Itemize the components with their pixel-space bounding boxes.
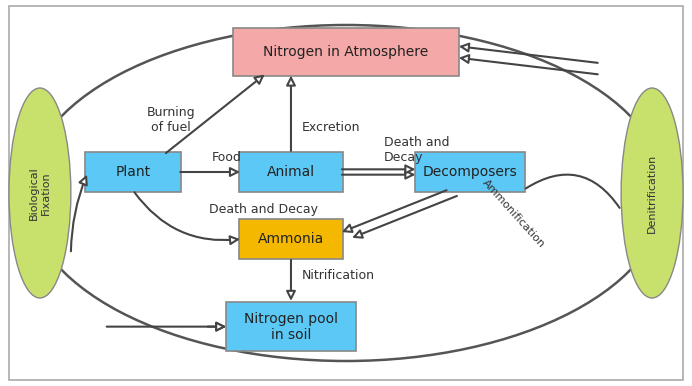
FancyBboxPatch shape bbox=[84, 152, 181, 192]
FancyBboxPatch shape bbox=[415, 152, 525, 192]
FancyBboxPatch shape bbox=[226, 302, 356, 352]
Text: Decomposers: Decomposers bbox=[422, 165, 517, 179]
Text: Excretion: Excretion bbox=[301, 121, 360, 134]
Text: Biological
Fixation: Biological Fixation bbox=[29, 166, 51, 220]
Ellipse shape bbox=[9, 88, 71, 298]
Text: Plant: Plant bbox=[115, 165, 150, 179]
Text: Denitrification: Denitrification bbox=[647, 153, 657, 233]
FancyBboxPatch shape bbox=[239, 219, 343, 259]
FancyBboxPatch shape bbox=[233, 28, 459, 76]
Text: Nitrogen pool
in soil: Nitrogen pool in soil bbox=[244, 312, 338, 342]
Text: Animal: Animal bbox=[267, 165, 315, 179]
FancyBboxPatch shape bbox=[239, 152, 343, 192]
Ellipse shape bbox=[621, 88, 683, 298]
Text: Nitrogen in Atmosphere: Nitrogen in Atmosphere bbox=[264, 45, 428, 59]
Text: Death and
Decay: Death and Decay bbox=[384, 136, 449, 164]
Text: Ammonification: Ammonification bbox=[480, 178, 547, 250]
Text: Nitrification: Nitrification bbox=[301, 269, 374, 282]
Text: Death and Decay: Death and Decay bbox=[209, 203, 318, 215]
Text: Ammonia: Ammonia bbox=[258, 232, 324, 246]
Text: Burning
of fuel: Burning of fuel bbox=[146, 106, 195, 134]
Text: Food: Food bbox=[212, 151, 242, 164]
